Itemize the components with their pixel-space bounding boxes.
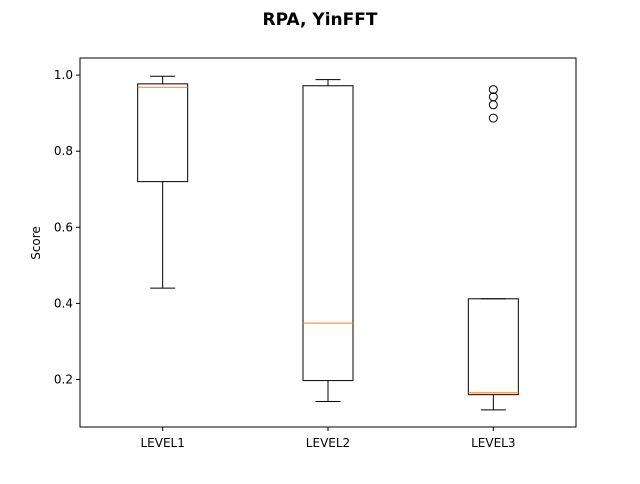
x-tick-label: LEVEL3 [471, 436, 515, 450]
axes-frame [79, 57, 577, 428]
x-tick-label: LEVEL1 [140, 436, 184, 450]
chart-title: RPA, YinFFT [263, 10, 378, 30]
outlier-point [488, 100, 498, 110]
outlier-point [488, 113, 498, 123]
outlier-point [488, 85, 498, 95]
y-axis-label: Score [29, 226, 43, 260]
box-iqr [137, 83, 189, 183]
y-tick-label: 0.2 [54, 372, 73, 386]
box-iqr [467, 298, 519, 396]
plot-area: 0.2 0.4 0.6 0.8 1.0 LEVEL1 LEVEL2 LEVEL3 [54, 68, 519, 450]
y-tick-label: 0.4 [54, 296, 73, 310]
y-tick-label: 0.6 [54, 220, 73, 234]
x-tick-label: LEVEL2 [306, 436, 350, 450]
y-tick-label: 1.0 [54, 68, 73, 82]
outlier-point [488, 92, 498, 102]
y-tick-label: 0.8 [54, 144, 73, 158]
box-iqr [302, 85, 354, 382]
